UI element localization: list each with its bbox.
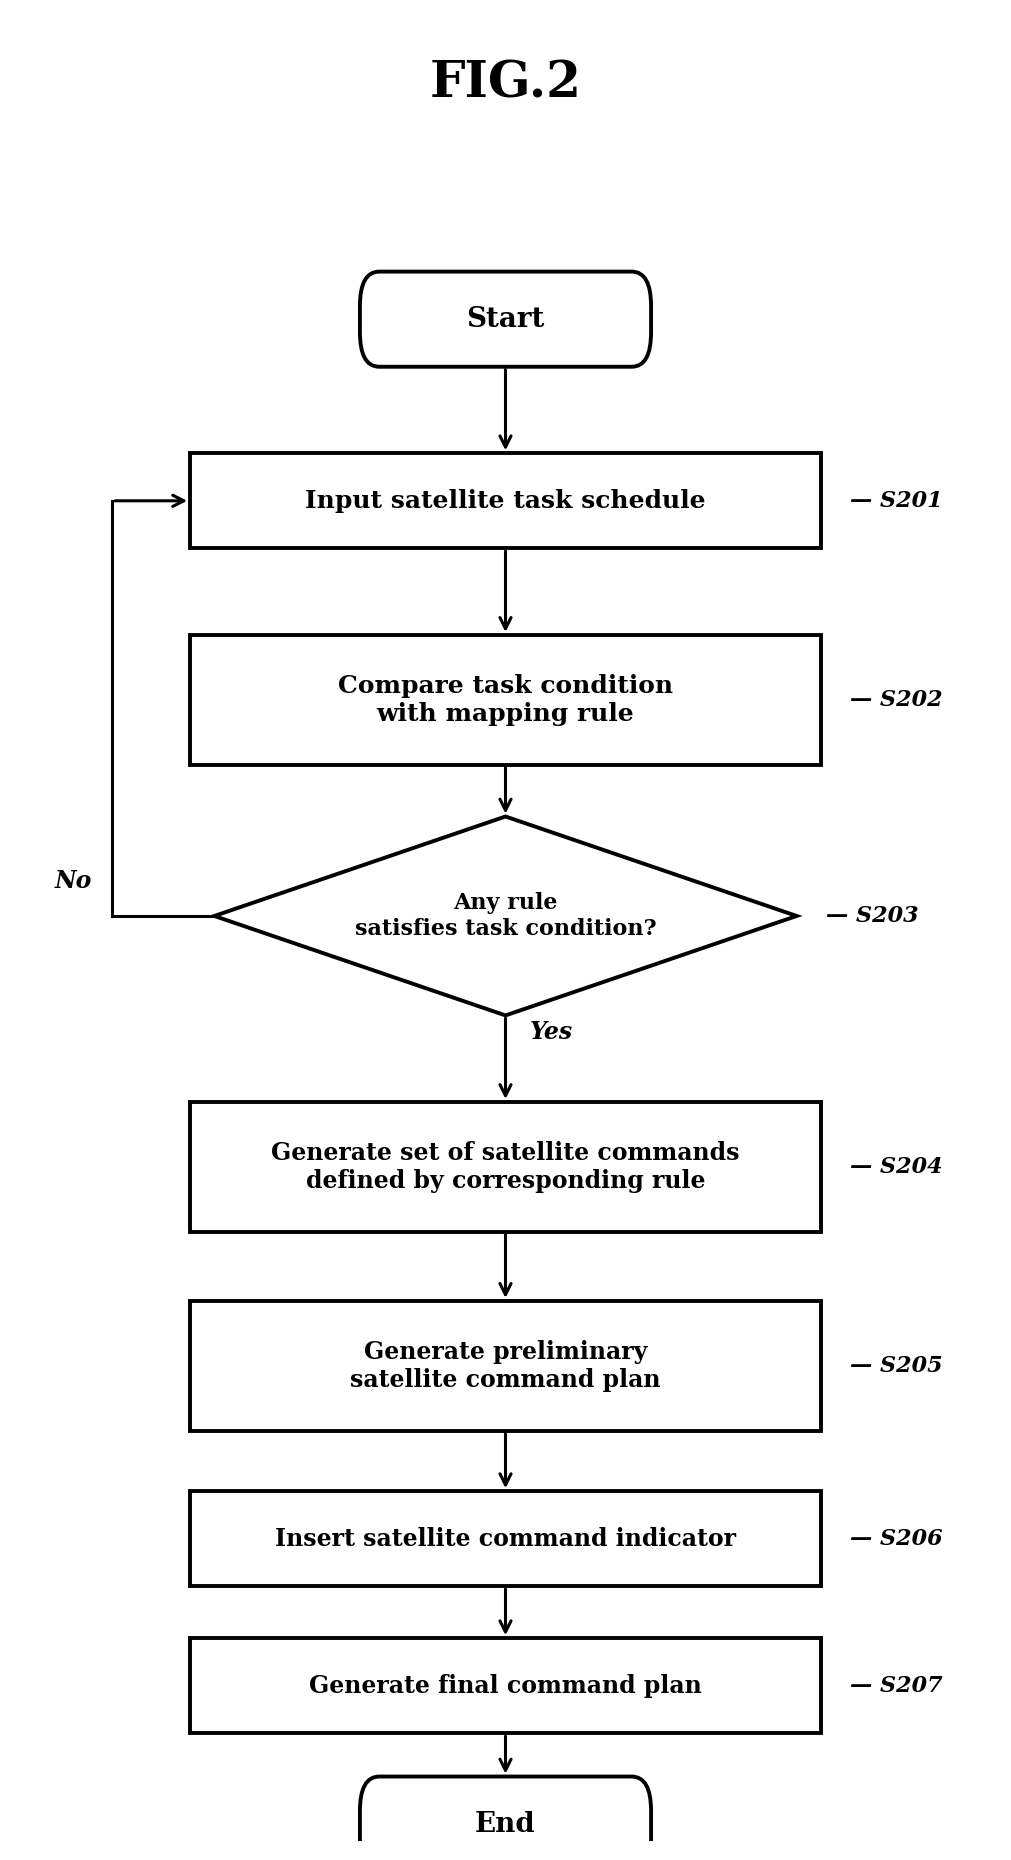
Text: — S205: — S205 (850, 1354, 942, 1376)
Text: — S206: — S206 (850, 1527, 942, 1549)
Bar (190, 1639, 821, 1734)
Text: — S203: — S203 (826, 906, 918, 926)
Text: No: No (55, 869, 92, 893)
Text: Any rule
satisfies task condition?: Any rule satisfies task condition? (355, 893, 656, 939)
Text: Generate set of satellite commands
defined by corresponding rule: Generate set of satellite commands defin… (271, 1140, 740, 1192)
FancyBboxPatch shape (360, 1776, 651, 1860)
Bar (190, 454, 821, 549)
Text: FIG.2: FIG.2 (430, 60, 581, 108)
Polygon shape (214, 817, 797, 1016)
Bar (190, 634, 821, 764)
Text: Compare task condition
with mapping rule: Compare task condition with mapping rule (338, 673, 673, 725)
Text: Start: Start (466, 305, 545, 333)
Bar (190, 1492, 821, 1587)
Bar (190, 1300, 821, 1430)
Text: Insert satellite command indicator: Insert satellite command indicator (275, 1527, 736, 1551)
Text: Generate preliminary
satellite command plan: Generate preliminary satellite command p… (350, 1339, 661, 1391)
Text: — S201: — S201 (850, 489, 942, 512)
Bar (190, 1101, 821, 1231)
Text: — S204: — S204 (850, 1155, 942, 1177)
Text: End: End (475, 1810, 536, 1838)
Text: Generate final command plan: Generate final command plan (309, 1674, 702, 1698)
Text: — S202: — S202 (850, 688, 942, 711)
Text: — S207: — S207 (850, 1674, 942, 1696)
FancyBboxPatch shape (360, 272, 651, 366)
Text: Input satellite task schedule: Input satellite task schedule (305, 489, 706, 513)
Text: Yes: Yes (530, 1019, 573, 1043)
